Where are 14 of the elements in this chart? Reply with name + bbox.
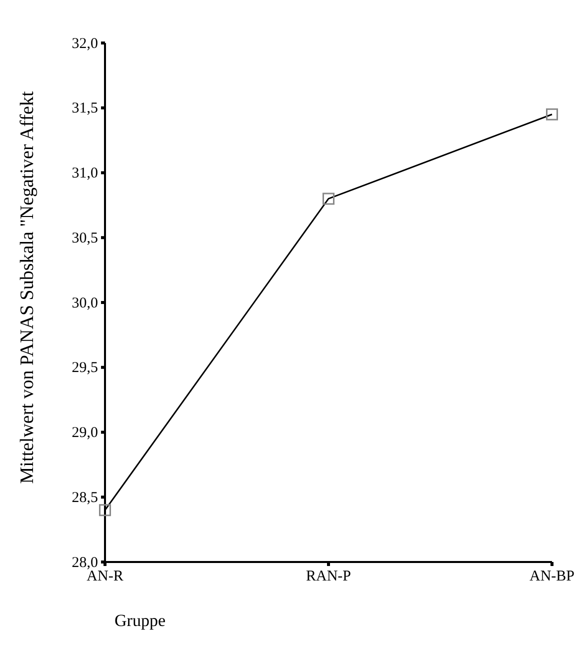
x-tick-label: AN-R <box>86 568 124 585</box>
x-tick-label: RAN-P <box>306 568 352 585</box>
y-tick-label: 28,5 <box>72 490 98 506</box>
y-tick-label: 29,5 <box>72 360 98 376</box>
y-tick-label: 32,0 <box>72 36 98 52</box>
x-axis-title: Gruppe <box>114 611 166 630</box>
y-tick-label: 30,0 <box>72 295 98 312</box>
y-tick-label: 29,0 <box>72 425 98 442</box>
x-tick-label: AN-BP <box>529 568 575 585</box>
y-tick-label: 30,5 <box>72 230 98 246</box>
y-axis-title: Mittelwert von PANAS Subskala "Negativer Affekt <box>17 90 38 484</box>
y-tick-label: 31,0 <box>72 166 98 182</box>
y-tick-label: 28,0 <box>72 554 98 571</box>
y-tick-label: 31,5 <box>72 100 98 117</box>
